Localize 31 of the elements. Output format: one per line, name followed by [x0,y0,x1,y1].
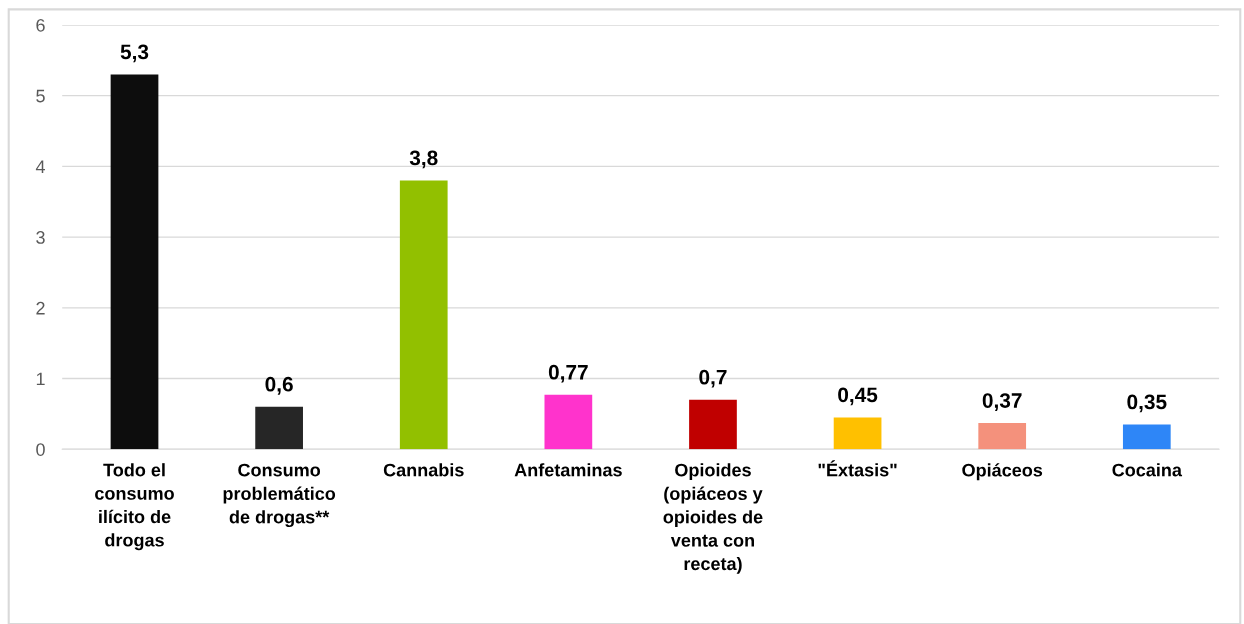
data-label: 0,35 [1127,394,1167,413]
x-tick-label: Cocaina [1112,463,1183,477]
data-label: 0,37 [982,393,1022,411]
x-tick-label: Consumo problemático de drogas** [223,463,336,528]
y-tick-label: 3 [36,231,45,244]
bar [255,406,303,450]
x-tick-label: Opioides (opiáceos y opioides de venta con receta) [663,463,763,574]
data-label: 3,8 [409,150,438,169]
bar [1122,424,1171,450]
bar [544,394,593,450]
data-label: 5,3 [120,44,149,63]
y-tick-label: 2 [36,301,45,315]
bar [833,417,882,450]
y-tick-label: 0 [36,443,45,456]
bar [689,399,737,450]
y-tick-label: 4 [35,160,46,173]
x-tick-label: Todo el consumo ilícito de drogas [95,463,174,551]
data-label: 0,7 [699,369,727,388]
bar [978,423,1027,450]
y-tick-label: 6 [36,18,45,32]
bar [110,74,159,450]
x-tick-label: Cannabis [383,463,464,477]
data-label: 0,77 [548,364,588,383]
x-tick-label: Opiáceos [962,463,1043,481]
x-tick-label: "Éxtasis" [818,460,897,477]
y-tick-label: 1 [36,372,45,386]
y-tick-label: 5 [36,89,45,103]
data-label: 0,45 [838,387,878,406]
x-tick-label: Anfetaminas [514,463,622,477]
data-label: 0,6 [265,376,293,395]
bar [399,180,448,450]
